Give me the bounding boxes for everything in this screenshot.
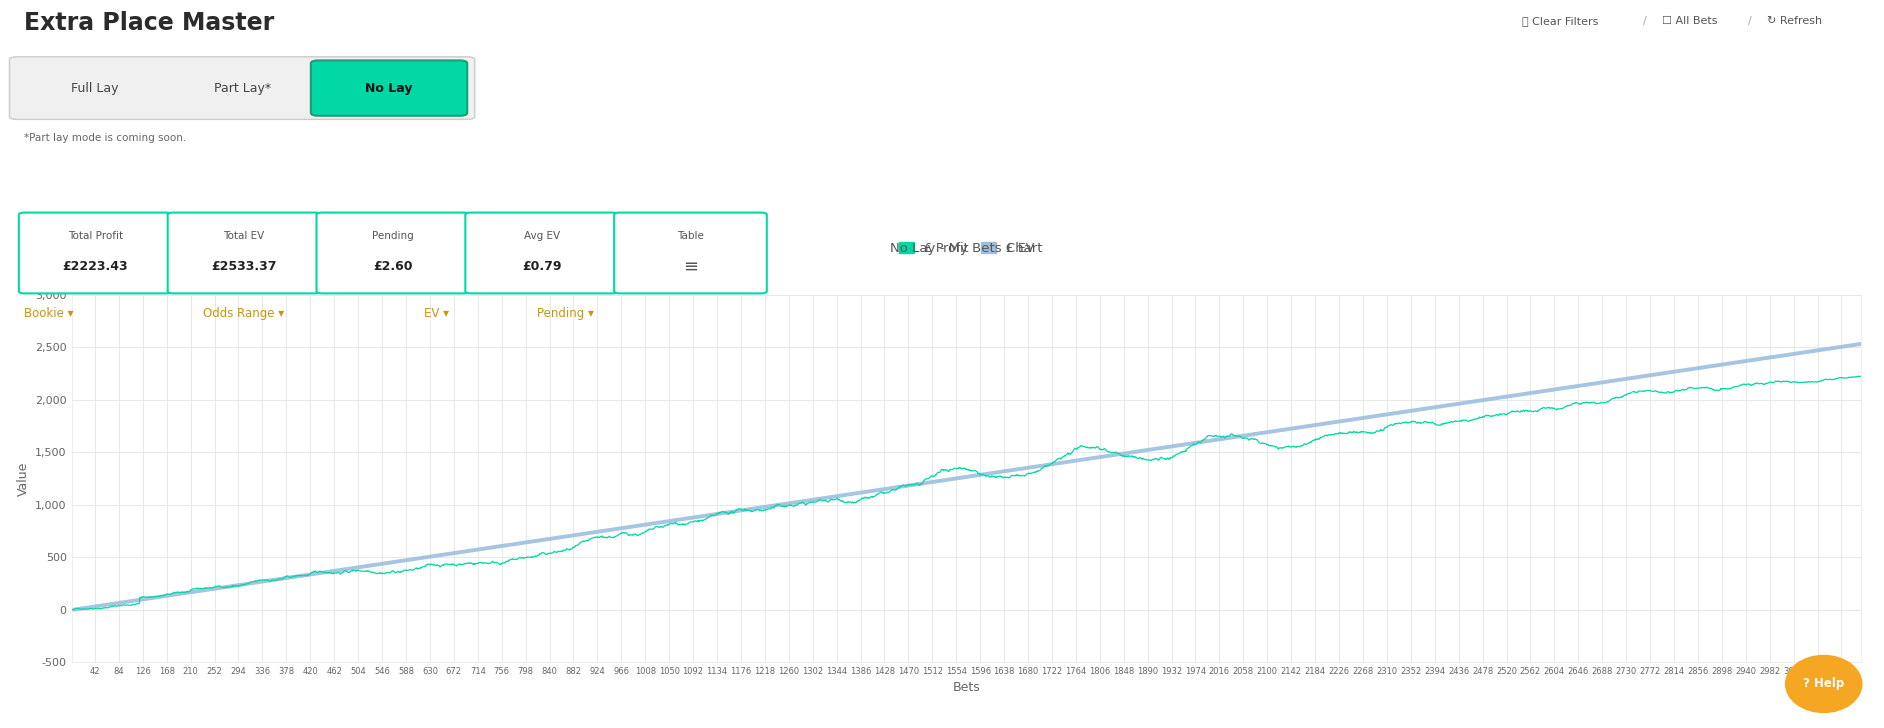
Text: Table: Table xyxy=(676,232,705,241)
Text: £0.79: £0.79 xyxy=(522,260,561,273)
Text: Part Lay*: Part Lay* xyxy=(213,82,271,95)
Text: Total EV: Total EV xyxy=(224,232,264,241)
Text: ☐ All Bets: ☐ All Bets xyxy=(1662,16,1716,26)
Text: ⌕ Clear Filters: ⌕ Clear Filters xyxy=(1522,16,1600,26)
Y-axis label: Value: Value xyxy=(17,462,30,496)
Text: £2223.43: £2223.43 xyxy=(62,260,128,273)
Text: Pending: Pending xyxy=(371,232,414,241)
Text: No Lay - My Bets Chart: No Lay - My Bets Chart xyxy=(891,242,1042,255)
Text: No Lay: No Lay xyxy=(365,82,413,95)
Text: EV ▾: EV ▾ xyxy=(424,306,448,320)
Legend: £ Profit, £ EV: £ Profit, £ EV xyxy=(893,237,1040,260)
Circle shape xyxy=(1786,655,1861,713)
Text: Bookie ▾: Bookie ▾ xyxy=(24,306,73,320)
Text: /: / xyxy=(1643,16,1647,26)
Text: Extra Place Master: Extra Place Master xyxy=(24,11,275,35)
Text: *Part lay mode is coming soon.: *Part lay mode is coming soon. xyxy=(24,132,187,143)
Text: £2533.37: £2533.37 xyxy=(211,260,277,273)
Text: Full Lay: Full Lay xyxy=(72,82,119,95)
Text: £2.60: £2.60 xyxy=(373,260,413,273)
Text: Avg EV: Avg EV xyxy=(524,232,560,241)
Text: ≡: ≡ xyxy=(682,258,699,276)
Text: /: / xyxy=(1748,16,1752,26)
Text: Odds Range ▾: Odds Range ▾ xyxy=(203,306,284,320)
Text: ? Help: ? Help xyxy=(1803,678,1844,690)
Text: ↻ Refresh: ↻ Refresh xyxy=(1767,16,1822,26)
Text: Total Profit: Total Profit xyxy=(68,232,122,241)
X-axis label: Bets: Bets xyxy=(953,681,980,694)
Text: Pending ▾: Pending ▾ xyxy=(537,306,593,320)
